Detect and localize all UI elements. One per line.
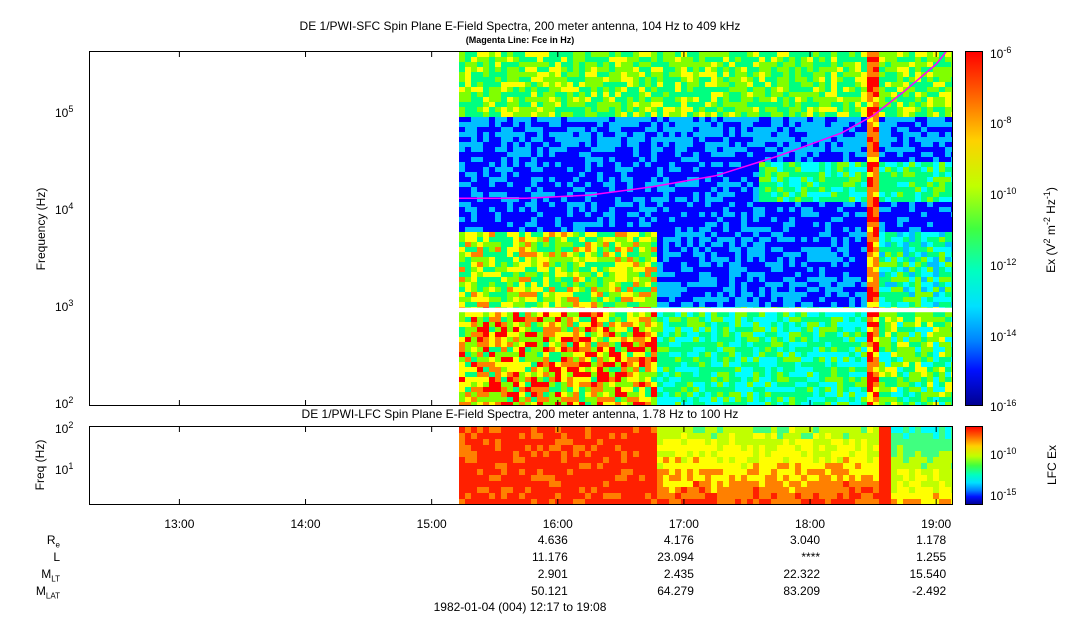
lfc-colorbar-label: LFC Ex xyxy=(1045,445,1059,486)
ephemeris-label: MLT xyxy=(41,567,60,584)
lfc-colorbar xyxy=(965,426,983,505)
ephemeris-value: **** xyxy=(801,550,821,564)
lfc-title: DE 1/PWI-LFC Spin Plane E-Field Spectra,… xyxy=(301,407,739,421)
sfc-spectrogram xyxy=(89,51,953,406)
time-tick-label: 18:00 xyxy=(795,517,826,531)
sfc-ytick-1e3: 103 xyxy=(55,298,74,314)
ephemeris-value: 1.255 xyxy=(916,550,947,564)
sfc-title: DE 1/PWI-SFC Spin Plane E-Field Spectra,… xyxy=(299,19,741,33)
fce-line xyxy=(459,51,948,199)
cbar-tick-1e-16: 10-16 xyxy=(990,398,1017,414)
date-range: 1982-01-04 (004) 12:17 to 19:08 xyxy=(433,600,607,614)
lfc-cbar-tick-1e-10: 10-10 xyxy=(990,446,1017,462)
ephemeris-value: 83.209 xyxy=(783,584,821,598)
lfc-heatmap xyxy=(459,427,953,505)
sfc-ylabel: Frequency (Hz) xyxy=(34,187,48,271)
ephemeris-label: L xyxy=(53,550,60,564)
time-tick-label: 17:00 xyxy=(668,517,699,531)
lfc-ytick-1e1: 101 xyxy=(55,461,74,477)
ephemeris-value: 64.279 xyxy=(657,584,694,598)
sfc-colorbar xyxy=(965,51,983,406)
lfc-ylabel: Freq (Hz) xyxy=(33,439,47,491)
ephemeris-label: Re xyxy=(46,533,60,550)
ephemeris-label: MLAT xyxy=(35,584,60,601)
lfc-cbar-tick-1e-15: 10-15 xyxy=(990,487,1017,503)
sfc-ytick-1e2: 102 xyxy=(55,395,74,411)
cbar-tick-1e-14: 10-14 xyxy=(990,328,1017,344)
lfc-axis-ticks xyxy=(178,426,937,505)
sfc-ytick-1e4: 104 xyxy=(55,201,74,217)
sfc-subtitle: (Magenta Line: Fce in Hz) xyxy=(465,35,575,45)
sfc-heatmap xyxy=(458,52,953,406)
ephemeris-value: 11.176 xyxy=(531,550,568,564)
ephemeris-value: 23.094 xyxy=(657,550,694,564)
ephemeris-value: 50.121 xyxy=(531,584,568,598)
time-tick-label: 19:00 xyxy=(921,517,952,531)
ephemeris-value: 1.178 xyxy=(916,533,947,547)
sfc-axis-ticks xyxy=(178,51,937,406)
cbar-tick-1e-6: 10-6 xyxy=(990,45,1012,61)
gap-band xyxy=(458,307,952,313)
sfc-ytick-1e5: 105 xyxy=(55,104,74,120)
ephemeris-value: -2.492 xyxy=(912,584,947,598)
lfc-spectrogram xyxy=(89,426,953,505)
ephemeris-value: 3.040 xyxy=(790,533,821,547)
ephemeris-value: 15.540 xyxy=(909,567,947,581)
ephemeris-value: 4.176 xyxy=(663,533,694,547)
lfc-ytick-1e2: 102 xyxy=(55,420,74,436)
time-tick-label: 16:00 xyxy=(542,517,573,531)
time-tick-label: 15:00 xyxy=(416,517,447,531)
time-tick-label: 13:00 xyxy=(164,517,195,531)
cbar-tick-1e-12: 10-12 xyxy=(990,257,1017,273)
ephemeris-value: 22.322 xyxy=(783,567,821,581)
cbar-tick-1e-10: 10-10 xyxy=(990,186,1017,202)
cbar-tick-1e-8: 10-8 xyxy=(990,115,1012,131)
ephemeris-value: 2.901 xyxy=(537,567,568,581)
ephemeris-value: 2.435 xyxy=(663,567,694,581)
time-tick-label: 14:00 xyxy=(290,517,321,531)
ephemeris-value: 4.636 xyxy=(537,533,568,547)
sfc-colorbar-label: Ex (V2 m-2 Hz-1) xyxy=(1042,187,1058,273)
